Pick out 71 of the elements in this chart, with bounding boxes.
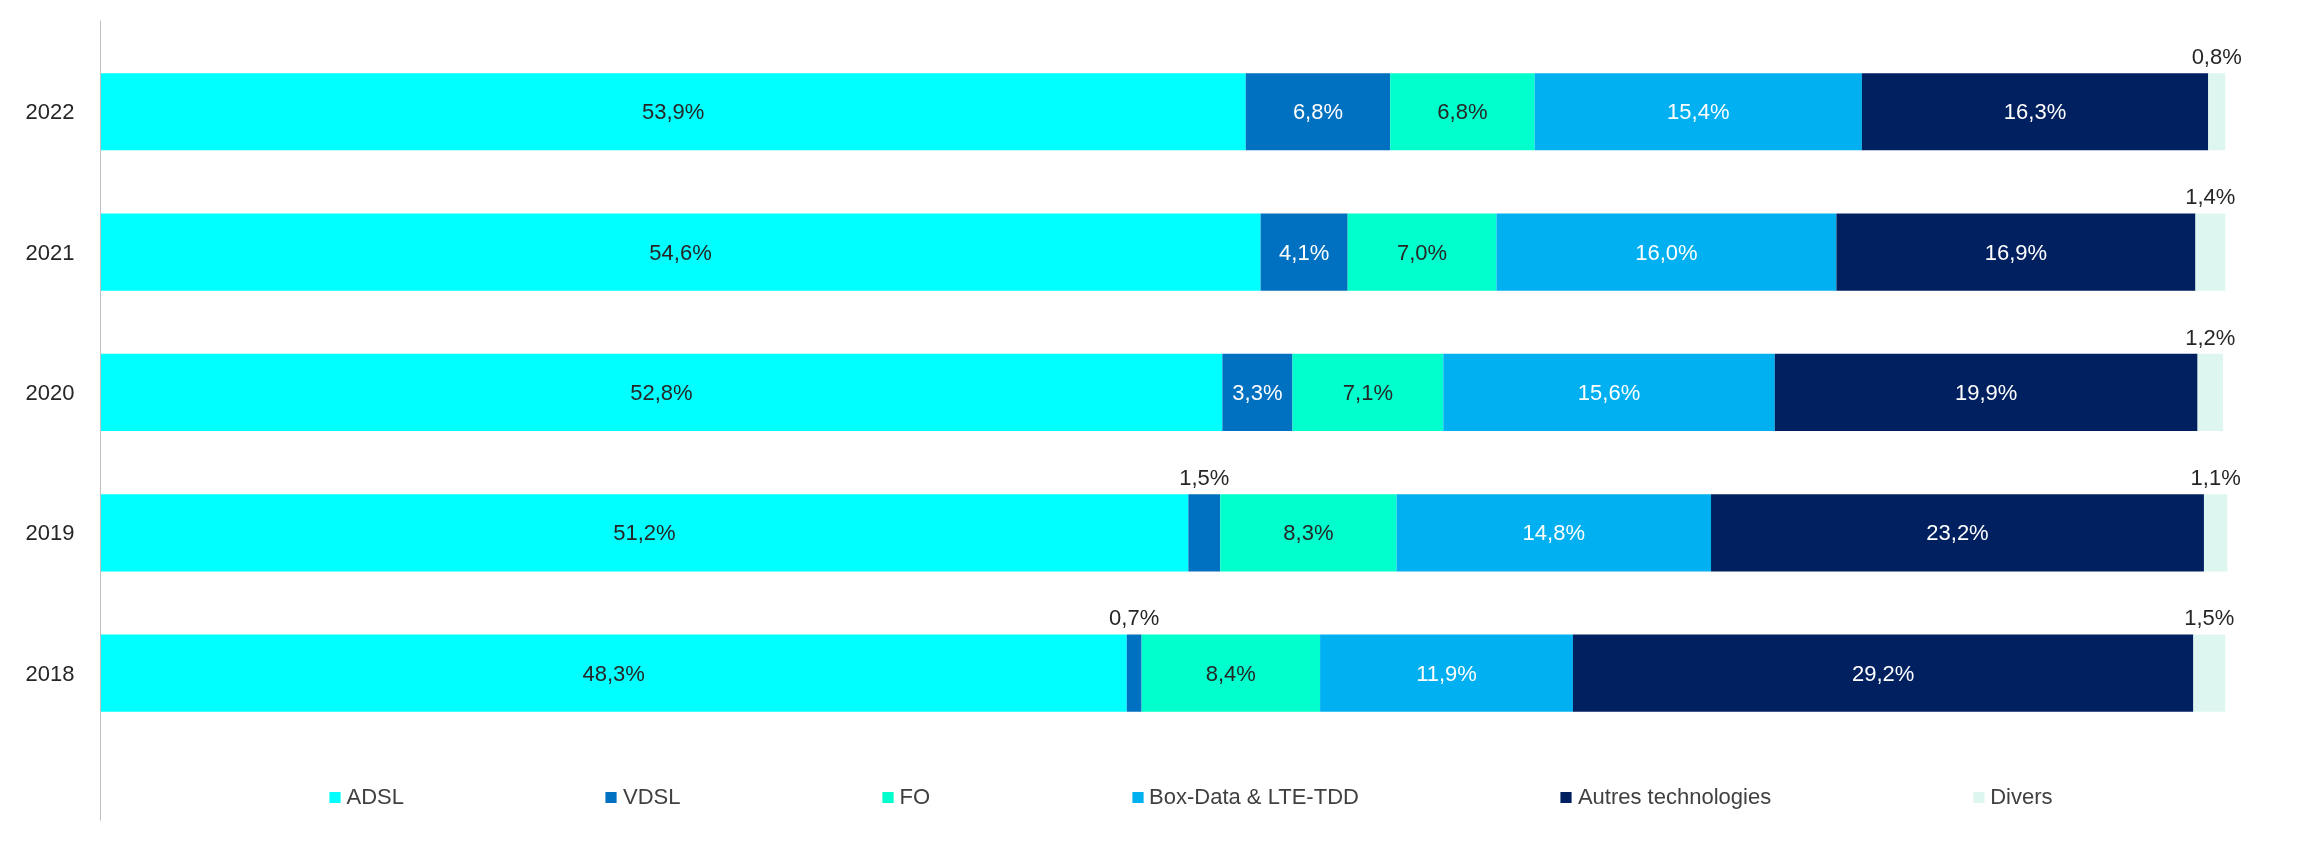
data-label: 52,8%: [630, 379, 693, 405]
bar: [1836, 213, 2196, 291]
bar: [1126, 634, 1142, 712]
bar: [1245, 73, 1391, 151]
legend-label: Divers: [1990, 784, 2053, 810]
data-label: 7,1%: [1342, 379, 1393, 405]
bar: [1347, 213, 1497, 291]
bar: [100, 494, 1189, 572]
data-label: 16,3%: [2003, 99, 2067, 125]
data-label: 7,0%: [1396, 239, 1448, 265]
bar: [1390, 73, 1535, 151]
data-label: 19,9%: [1954, 379, 2018, 405]
bar: [1711, 494, 2204, 572]
bar: [1396, 494, 1712, 572]
y-tick-label: 2021: [25, 239, 75, 265]
bar: [100, 73, 1246, 151]
bar: [1320, 634, 1573, 712]
data-label: 0,8%: [2191, 43, 2242, 69]
bar: [1496, 213, 1837, 291]
bar: [1260, 213, 1348, 291]
legend-label: Box-Data & LTE-TDD: [1149, 784, 1359, 810]
y-tick-label: 2019: [25, 520, 75, 546]
legend-label: Autres technologies: [1577, 784, 1772, 810]
bar: [2208, 73, 2226, 151]
bar: [1572, 634, 2194, 712]
data-label: 1,2%: [2185, 324, 2236, 350]
bar: [1774, 353, 2198, 432]
data-label: 1,5%: [1179, 464, 1230, 490]
data-label: 53,9%: [641, 99, 705, 125]
data-label: 11,9%: [1416, 660, 1477, 686]
y-tick-label: 2022: [25, 99, 75, 125]
bar: [100, 213, 1261, 291]
bar: [100, 634, 1127, 712]
data-label: 14,8%: [1522, 520, 1585, 546]
bar: [2203, 494, 2228, 572]
bar: [1141, 634, 1321, 712]
y-tick-label: 2018: [25, 660, 75, 686]
legend-label: VDSL: [623, 784, 681, 810]
data-label: 48,3%: [582, 660, 645, 686]
data-label: 54,6%: [649, 239, 712, 265]
data-label: 15,6%: [1577, 379, 1641, 405]
y-tick-label: 2020: [25, 379, 75, 405]
data-label: 29,2%: [1851, 660, 1915, 686]
data-label: 0,7%: [1109, 605, 1160, 631]
bar: [1188, 494, 1221, 572]
data-label: 1,4%: [2185, 184, 2236, 210]
legend-label: ADSL: [346, 784, 404, 810]
data-label: 1,5%: [2184, 605, 2235, 631]
bar: [2197, 353, 2224, 432]
data-label: 15,4%: [1667, 99, 1730, 125]
bar: [1443, 353, 1775, 432]
data-label: 4,1%: [1279, 239, 1330, 265]
data-label: 16,0%: [1635, 239, 1698, 265]
bar: [2193, 634, 2226, 712]
data-label: 51,2%: [613, 520, 676, 546]
data-label: 8,3%: [1283, 520, 1334, 546]
data-label: 6,8%: [1437, 99, 1488, 125]
bar: [100, 353, 1223, 432]
data-label: 1,1%: [2190, 464, 2241, 490]
data-label: 16,9%: [1984, 239, 2048, 265]
data-label: 23,2%: [1926, 520, 1989, 546]
legend-label: FO: [899, 784, 931, 810]
data-label: 6,8%: [1292, 99, 1344, 125]
data-label: 8,4%: [1205, 660, 1256, 686]
bar: [1220, 494, 1397, 572]
bar: [2195, 213, 2226, 291]
bar: [1861, 73, 2209, 151]
bar: [1222, 353, 1293, 432]
bar: [1534, 73, 1862, 151]
bar: [1292, 353, 1444, 432]
data-label: 3,3%: [1232, 379, 1283, 405]
